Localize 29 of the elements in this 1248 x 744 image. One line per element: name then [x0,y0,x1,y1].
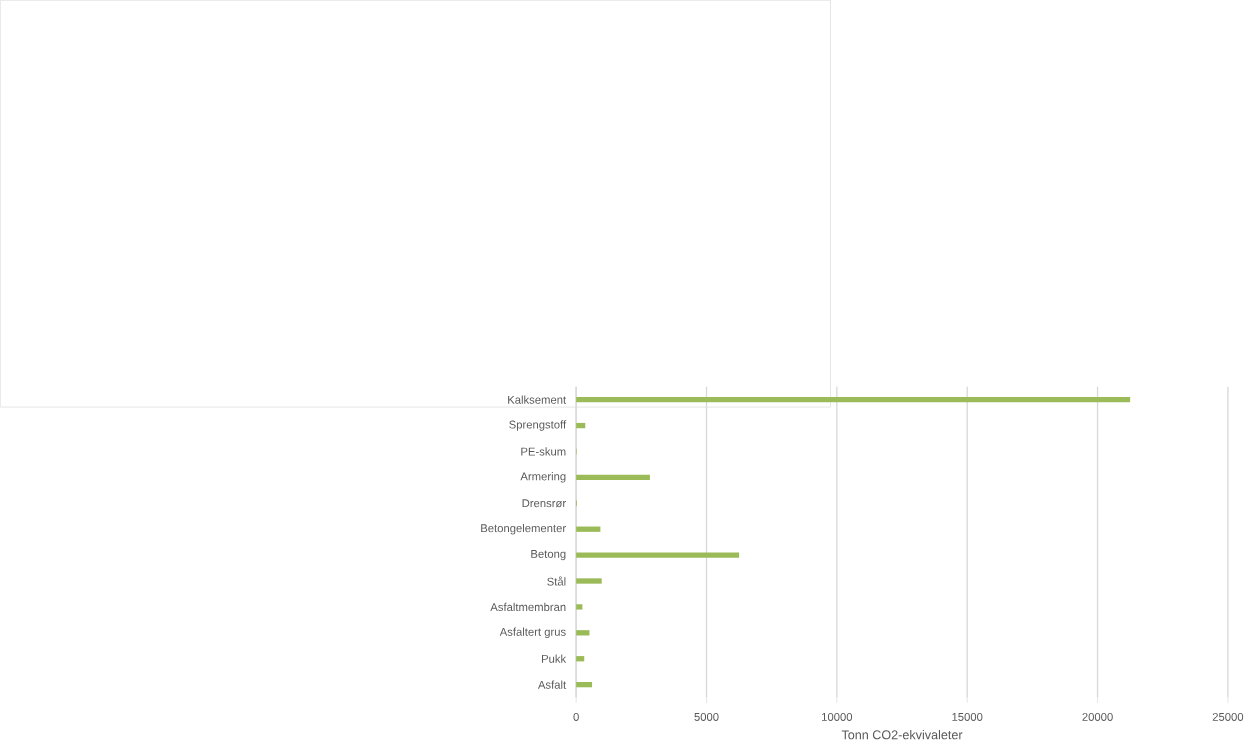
y-tick-label: Asfalt [537,680,567,689]
bar [576,604,583,610]
bar [576,656,585,662]
x-tick-label: 25000 [1212,713,1244,722]
bar [576,526,601,533]
y-tick-label: Drensrør [522,499,566,508]
x-tick-label: 20000 [1082,713,1113,722]
bar [576,682,593,688]
y-tick-label: Kalksement [508,395,567,404]
y-tick-label: Betong [531,550,566,561]
x-tick-label: 0 [573,713,579,722]
bar [576,423,586,429]
x-tick-label: 5000 [694,713,719,722]
y-tick-label: Asfaltert grus [499,627,566,639]
y-tick-label: Sprengstoff [509,420,567,431]
y-tick-label: Armering [520,472,566,483]
x-axis-title: Tonn CO2-ekvivaleter [841,730,963,740]
y-tick-label: PE-skum [521,447,566,456]
bar [576,474,650,481]
bar [576,578,602,584]
x-tick-label: 15000 [952,713,983,722]
bar [576,397,1131,403]
x-tick-label: 10000 [822,713,853,722]
y-tick-label: Stål [547,576,566,586]
bar [576,552,740,558]
y-tick-label: Asfaltmembran [490,602,566,612]
bar [576,630,590,636]
y-tick-label: Betongelementer [481,524,566,535]
y-tick-label: Pukk [541,654,567,664]
